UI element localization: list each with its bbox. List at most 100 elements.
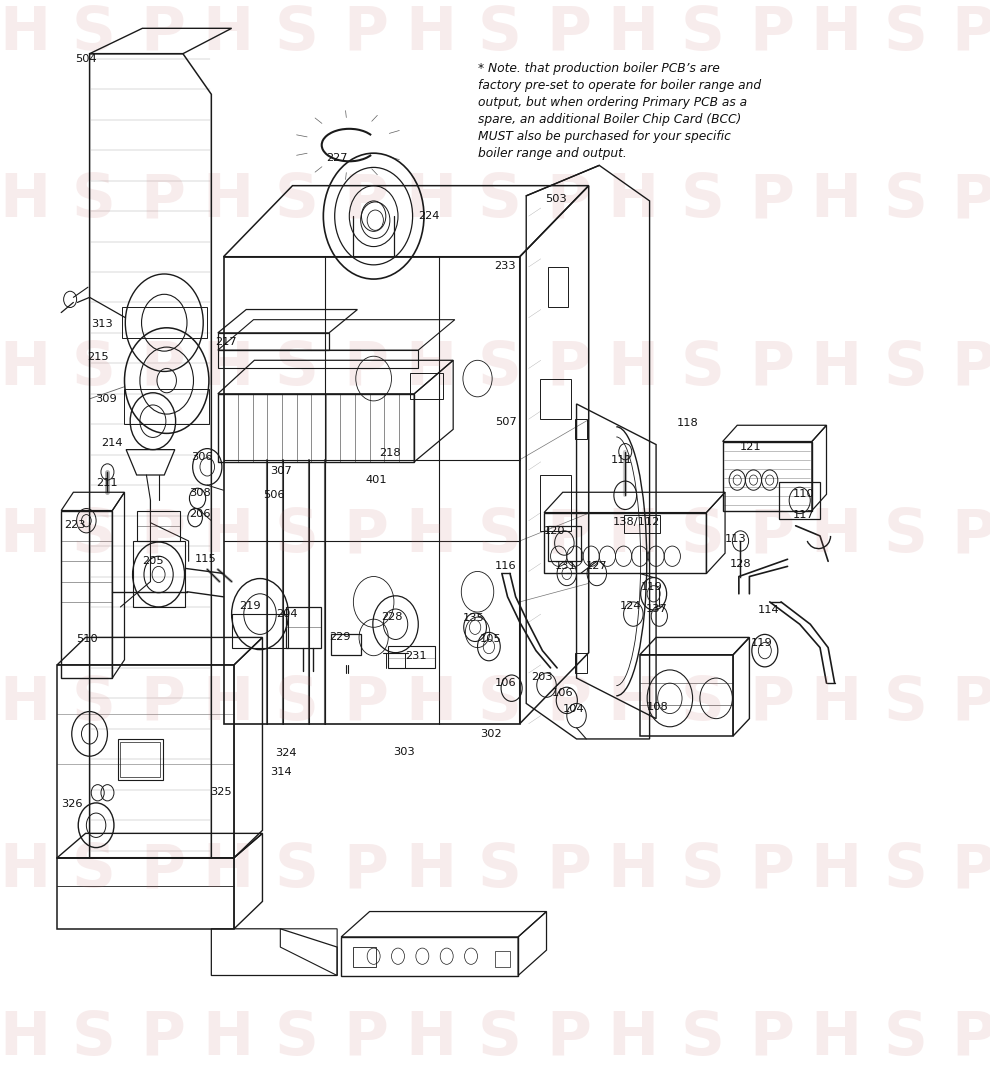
Text: 231: 231 — [405, 650, 427, 661]
Text: P: P — [951, 1008, 990, 1066]
Text: S: S — [274, 339, 319, 398]
Text: S: S — [274, 4, 319, 63]
Text: 401: 401 — [365, 475, 387, 485]
Text: P: P — [141, 506, 185, 565]
Text: H: H — [202, 674, 253, 733]
Text: 211: 211 — [97, 479, 118, 488]
Text: H: H — [811, 339, 862, 398]
Text: H: H — [608, 339, 659, 398]
Text: S: S — [477, 4, 522, 63]
Bar — [540, 475, 571, 531]
Text: 510: 510 — [76, 634, 98, 645]
Text: 115: 115 — [195, 554, 217, 564]
Text: S: S — [274, 506, 319, 565]
Text: 227: 227 — [327, 154, 347, 163]
Bar — [624, 515, 660, 533]
Text: P: P — [546, 674, 591, 733]
Text: S: S — [71, 1008, 116, 1066]
Text: S: S — [477, 172, 522, 230]
Text: H: H — [0, 172, 50, 230]
Bar — [495, 951, 510, 967]
Text: S: S — [883, 4, 928, 63]
Text: H: H — [608, 1008, 659, 1066]
Text: S: S — [883, 339, 928, 398]
Text: 228: 228 — [381, 612, 402, 623]
Text: S: S — [680, 674, 725, 733]
Text: H: H — [608, 841, 659, 901]
Text: 114: 114 — [758, 605, 780, 615]
Text: S: S — [477, 506, 522, 565]
Text: 307: 307 — [270, 466, 292, 475]
Text: 203: 203 — [532, 672, 553, 682]
Text: 506: 506 — [263, 490, 285, 500]
Text: 116: 116 — [494, 562, 516, 571]
Text: S: S — [477, 674, 522, 733]
Text: 106: 106 — [552, 689, 573, 698]
Text: 119: 119 — [641, 582, 662, 592]
Text: 504: 504 — [74, 53, 96, 64]
Text: 128: 128 — [730, 560, 751, 569]
Text: S: S — [883, 172, 928, 230]
Text: H: H — [608, 4, 659, 63]
Text: H: H — [811, 4, 862, 63]
Text: P: P — [546, 172, 591, 230]
Text: S: S — [680, 841, 725, 901]
Text: H: H — [0, 506, 50, 565]
Text: 104: 104 — [562, 704, 584, 713]
Text: 118: 118 — [677, 418, 699, 429]
Text: P: P — [141, 339, 185, 398]
Text: 111: 111 — [611, 455, 633, 465]
Text: P: P — [141, 4, 185, 63]
Text: H: H — [0, 1008, 50, 1066]
Text: H: H — [405, 4, 456, 63]
Text: P: P — [141, 1008, 185, 1066]
Text: 106: 106 — [494, 678, 516, 689]
Text: P: P — [951, 506, 990, 565]
Text: * Note. that production boiler PCB’s are
factory pre-set to operate for boiler r: * Note. that production boiler PCB’s are… — [477, 62, 760, 160]
Text: S: S — [680, 1008, 725, 1066]
Text: 219: 219 — [240, 601, 261, 611]
Text: P: P — [951, 172, 990, 230]
Text: 124: 124 — [620, 601, 642, 611]
Text: H: H — [811, 1008, 862, 1066]
Text: H: H — [405, 1008, 456, 1066]
Text: S: S — [477, 339, 522, 398]
Text: S: S — [71, 172, 116, 230]
Bar — [575, 419, 587, 439]
Text: P: P — [546, 4, 591, 63]
Text: 507: 507 — [495, 417, 517, 427]
Text: P: P — [546, 506, 591, 565]
Text: H: H — [202, 4, 253, 63]
Text: 302: 302 — [480, 729, 502, 739]
Text: H: H — [608, 674, 659, 733]
Text: 215: 215 — [87, 352, 109, 362]
Text: P: P — [748, 841, 794, 901]
Text: 135: 135 — [462, 613, 484, 624]
Text: 308: 308 — [189, 488, 211, 498]
Text: H: H — [811, 841, 862, 901]
Text: P: P — [141, 674, 185, 733]
Text: P: P — [344, 4, 388, 63]
Text: H: H — [0, 4, 50, 63]
Text: P: P — [748, 1008, 794, 1066]
Text: P: P — [141, 172, 185, 230]
Text: P: P — [951, 674, 990, 733]
Text: H: H — [0, 841, 50, 901]
Text: 108: 108 — [646, 702, 668, 712]
Text: S: S — [274, 172, 319, 230]
Text: H: H — [608, 506, 659, 565]
Text: P: P — [748, 172, 794, 230]
Text: 119: 119 — [750, 637, 772, 647]
Text: P: P — [546, 841, 591, 901]
Text: S: S — [274, 841, 319, 901]
Text: 306: 306 — [191, 452, 213, 462]
Text: H: H — [405, 339, 456, 398]
Text: S: S — [71, 339, 116, 398]
Text: 110: 110 — [793, 489, 815, 499]
Text: P: P — [344, 841, 388, 901]
Text: 503: 503 — [545, 194, 567, 204]
Text: 206: 206 — [189, 508, 211, 518]
Text: 204: 204 — [276, 609, 298, 619]
Bar — [540, 378, 571, 419]
Text: H: H — [405, 674, 456, 733]
